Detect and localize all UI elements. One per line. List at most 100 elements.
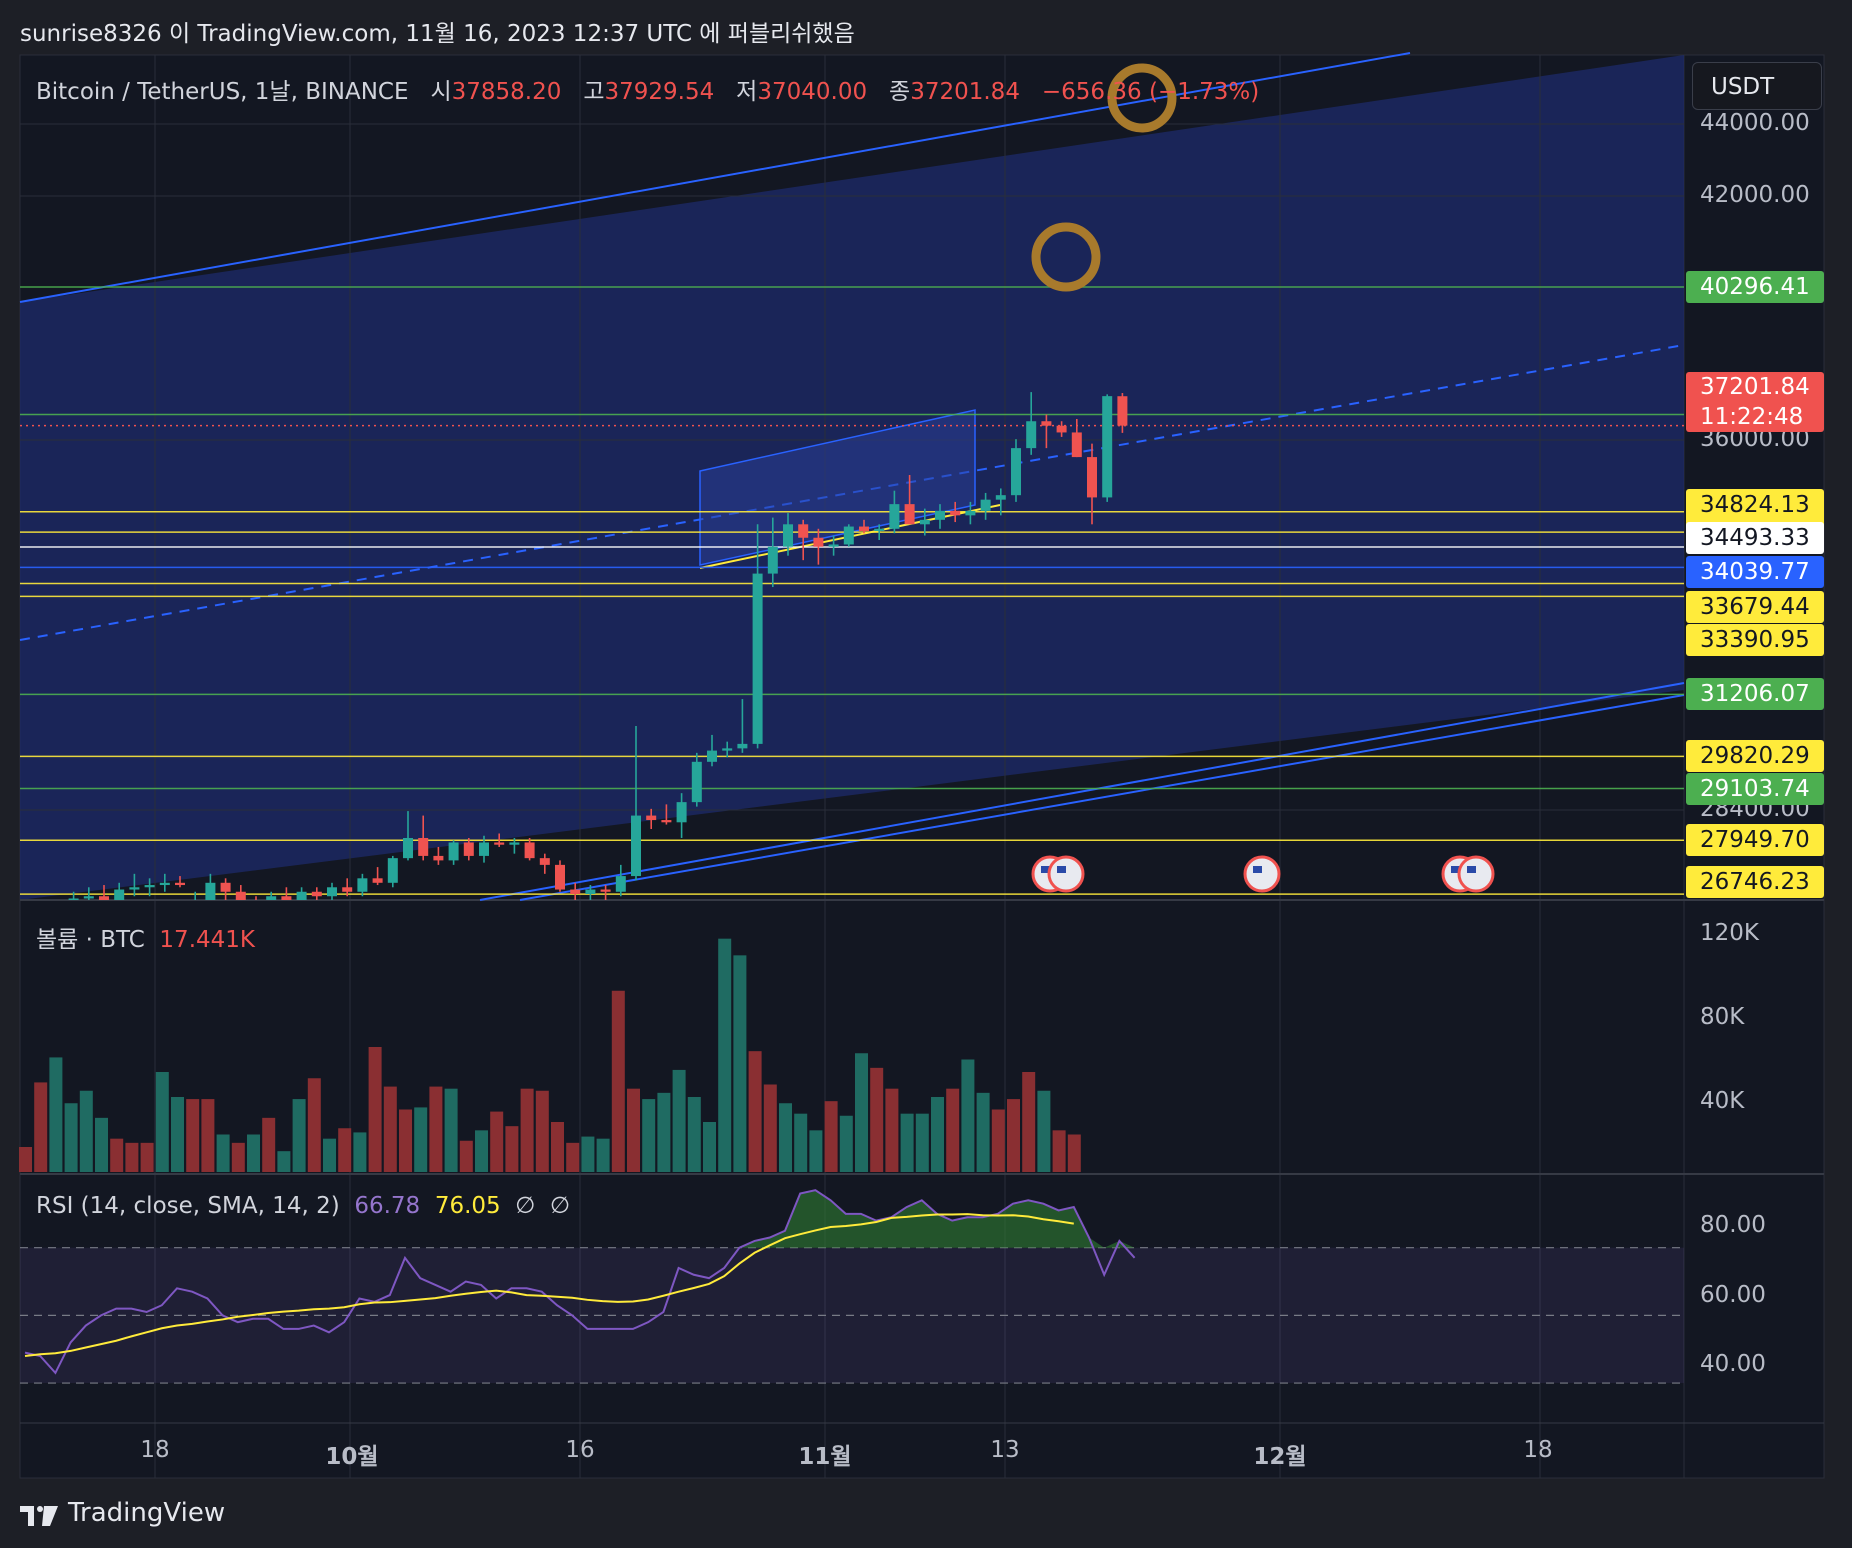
low-value: 37040.00: [757, 79, 868, 105]
channel-upper-line: [19, 52, 1411, 303]
volume-bar-51: [794, 1113, 808, 1172]
candle-body-36: [600, 889, 611, 892]
volume-bar-2: [49, 1057, 63, 1172]
candle-body-3: [99, 896, 109, 900]
candle-body-45: [737, 743, 748, 749]
candle-body-21: [372, 878, 383, 883]
candle-body-19: [342, 887, 353, 892]
volume-bar-12: [201, 1099, 215, 1172]
volume-bar-1: [34, 1082, 48, 1172]
flag-4-canton: [1451, 866, 1460, 873]
publish-line: sunrise8326 이 TradingView.com, 11월 16, 2…: [20, 21, 855, 47]
flag-2-canton: [1057, 866, 1066, 873]
close-label: 종: [889, 79, 911, 105]
symbol-name[interactable]: Bitcoin / TetherUS, 1날, BINANCE: [36, 79, 409, 105]
rsi-line: [24, 1189, 1136, 1375]
time-tick-2: 16: [565, 1437, 595, 1463]
flag-5-us-flag-icon: [1457, 855, 1495, 893]
candle-body-14: [266, 896, 277, 900]
volume-bar-57: [885, 1088, 899, 1172]
time-tick-1: 10월: [325, 1444, 379, 1470]
time-tick-6: 18: [1523, 1437, 1553, 1463]
candle-body-40: [661, 820, 672, 823]
candle-body-48: [783, 524, 793, 547]
volume-bar-69: [1067, 1134, 1081, 1172]
volume-bar-38: [596, 1138, 610, 1172]
candle-body-51: [828, 544, 839, 547]
volume-bar-36: [566, 1142, 580, 1172]
volume-bar-18: [292, 1099, 306, 1172]
last-price-value: 37201.84: [1700, 374, 1810, 400]
candle-body-68: [1087, 457, 1097, 498]
candle-body-64: [1026, 421, 1037, 449]
candle-body-60: [965, 510, 976, 516]
chart-drawings[interactable]: [19, 52, 1685, 901]
volume-bar-68: [1052, 1130, 1066, 1172]
price-label-13: 26746.23: [1686, 866, 1824, 898]
candle-body-31: [524, 842, 535, 859]
time-tick-5: 12월: [1253, 1444, 1307, 1470]
candle-body-28: [479, 842, 489, 856]
time-tick-4: 13: [990, 1437, 1020, 1463]
price-label-2: 37201.84 11:22:48: [1686, 372, 1824, 432]
volume-bar-44: [687, 1097, 701, 1172]
candle-body-54: [874, 528, 885, 532]
volume-bar-29: [459, 1140, 473, 1172]
candle-body-58: [935, 510, 945, 520]
candle-body-53: [859, 526, 869, 532]
volume-value: 17.441K: [159, 927, 255, 953]
channel-lower-line-2: [519, 694, 1685, 901]
rsi-overbought-fill: [25, 1190, 1135, 1248]
volume-bar-24: [383, 1086, 397, 1172]
candle-body-47: [767, 546, 778, 574]
price-tick-1: 42000.00: [1700, 182, 1810, 208]
volume-bar-65: [1007, 1099, 1020, 1172]
volume-bar-11: [186, 1099, 200, 1172]
price-label-8: 33390.95: [1686, 624, 1824, 656]
flag-2-us-flag-icon: [1047, 855, 1085, 893]
candle-body-27: [463, 842, 474, 856]
candle-body-18: [327, 887, 337, 897]
candle-body-12: [235, 891, 246, 900]
candle-body-4: [114, 889, 125, 900]
volume-bar-17: [277, 1151, 291, 1172]
candle-body-59: [950, 510, 961, 516]
footer-brand[interactable]: TradingView: [20, 1498, 225, 1528]
channel-lower-line-1: [479, 682, 1685, 901]
target-circle-2: [1031, 222, 1101, 292]
channel-mid-line: [19, 344, 1685, 641]
volume-bar-20: [323, 1138, 336, 1172]
rsi-extra-2: ∅: [549, 1193, 571, 1219]
candle-body-66: [1056, 425, 1067, 433]
low-label: 저: [736, 79, 758, 105]
target-circle-1: [1107, 63, 1177, 133]
candle-body-43: [707, 750, 717, 762]
candle-body-61: [980, 499, 991, 511]
volume-bar-53: [824, 1101, 838, 1172]
volume-bar-7: [125, 1142, 139, 1172]
candle-body-49: [798, 524, 809, 538]
candle-body-30: [509, 842, 520, 845]
volume-bar-37: [581, 1136, 595, 1172]
volume-bar-43: [672, 1069, 686, 1172]
volume-bar-52: [809, 1130, 823, 1172]
close-value: 37201.84: [910, 79, 1020, 105]
volume-legend[interactable]: 볼륨 · BTC 17.441K: [36, 920, 255, 954]
candle-body-6: [144, 885, 155, 888]
volume-bar-26: [414, 1107, 428, 1172]
volume-bar-46: [718, 938, 732, 1172]
symbol-legend[interactable]: Bitcoin / TetherUS, 1날, BINANCE 시37858.2…: [36, 72, 1259, 106]
flag-3-us-flag-icon: [1243, 855, 1281, 893]
currency-button[interactable]: USDT: [1692, 62, 1822, 110]
volume-bar-45: [703, 1122, 716, 1172]
chart-grid: [20, 55, 1824, 1478]
rsi-sma-line: [24, 1213, 1074, 1357]
rsi-legend[interactable]: RSI (14, close, SMA, 14, 2) 66.78 76.05 …: [36, 1193, 570, 1219]
candle-body-7: [159, 882, 170, 886]
candle-body-46: [752, 573, 763, 744]
rsi-tick-2: 40.00: [1700, 1351, 1766, 1377]
volume-bar-66: [1022, 1072, 1036, 1172]
volume-bar-14: [231, 1142, 245, 1172]
candle-body-35: [585, 889, 596, 894]
